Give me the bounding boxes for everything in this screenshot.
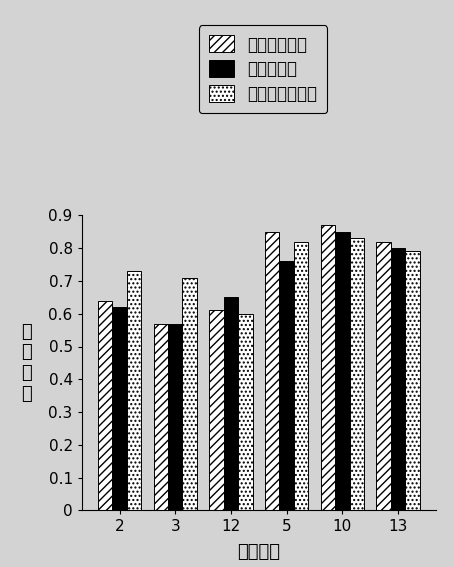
Bar — [209, 311, 224, 510]
Bar — [153, 324, 168, 510]
Bar — [98, 301, 112, 510]
Bar — [350, 238, 364, 510]
X-axis label: 品种编号: 品种编号 — [237, 543, 280, 561]
Legend: 相对干物质重, 相对含氮量, 相对叶绿素含量: 相对干物质重, 相对含氮量, 相对叶绿素含量 — [199, 26, 327, 113]
Bar — [391, 248, 405, 510]
Bar — [376, 242, 391, 510]
Bar — [265, 232, 279, 510]
Bar — [238, 314, 253, 510]
Bar — [321, 225, 335, 510]
Bar — [112, 307, 127, 510]
Bar — [405, 252, 420, 510]
Bar — [335, 232, 350, 510]
Bar — [294, 242, 308, 510]
Bar — [168, 324, 183, 510]
Bar — [224, 297, 238, 510]
Y-axis label: 相
对
比
值: 相 对 比 值 — [21, 323, 32, 403]
Bar — [279, 261, 294, 510]
Bar — [127, 271, 141, 510]
Bar — [183, 278, 197, 510]
